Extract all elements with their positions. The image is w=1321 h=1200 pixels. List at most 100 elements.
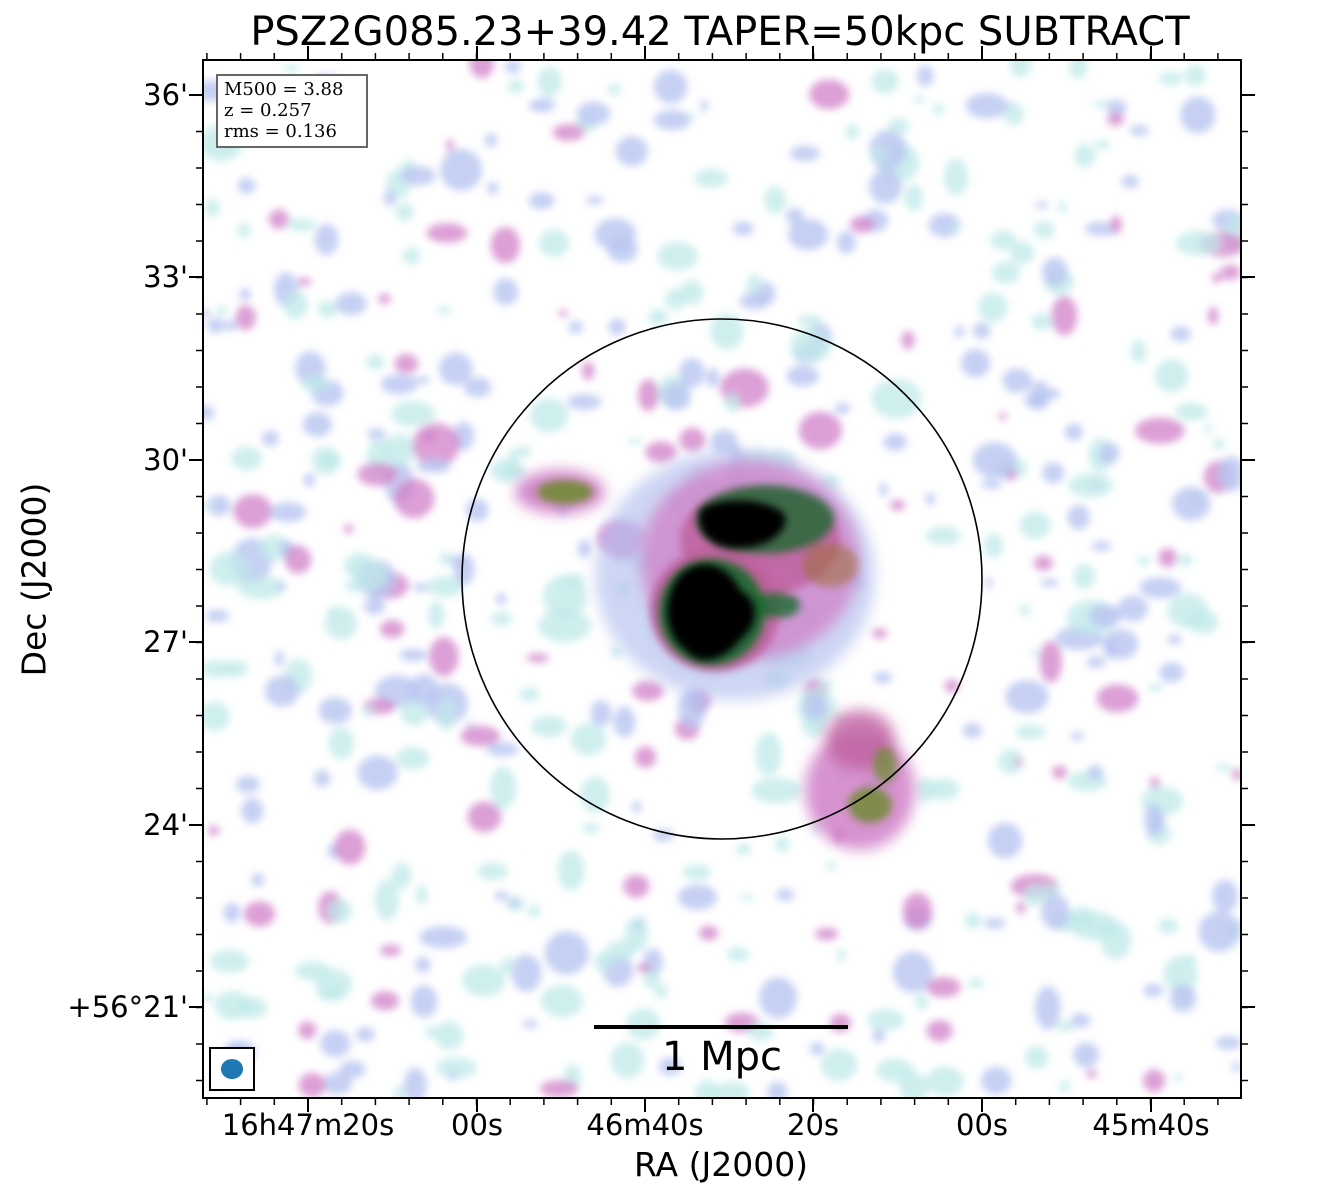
noise-blob — [540, 984, 584, 1018]
noise-blob — [786, 365, 819, 387]
noise-blob — [654, 69, 688, 104]
noise-blob — [1118, 595, 1148, 622]
noise-blob — [871, 378, 922, 419]
noise-blob — [871, 69, 899, 94]
noise-blob — [613, 706, 636, 738]
noise-blob — [539, 1080, 579, 1098]
noise-blob — [1086, 656, 1106, 668]
noise-blob — [1019, 511, 1051, 539]
noise-blob — [879, 482, 888, 497]
noise-blob — [984, 533, 1003, 559]
noise-blob — [379, 944, 402, 957]
noise-blob — [1073, 1042, 1100, 1068]
y-tick-label: 30' — [143, 443, 188, 477]
cluster-emission — [515, 450, 915, 850]
noise-blob — [493, 278, 519, 306]
noise-blob — [570, 723, 607, 756]
noise-blob — [902, 892, 933, 930]
noise-blob — [803, 695, 828, 720]
noise-blob — [751, 777, 802, 804]
axis-ticks — [189, 46, 1255, 1112]
noise-blob — [425, 1026, 439, 1038]
noise-blob — [1207, 306, 1219, 325]
noise-blob — [932, 104, 945, 115]
noise-blob — [1064, 423, 1083, 441]
noise-blob — [776, 888, 795, 901]
noise-blob — [231, 446, 263, 471]
noise-blob — [615, 136, 648, 167]
noise-blob — [428, 601, 445, 629]
noise-blob — [343, 524, 354, 534]
noise-blob — [206, 318, 226, 333]
noise-blob — [1005, 680, 1049, 714]
noise-blob — [284, 545, 312, 574]
noise-blob — [414, 376, 431, 384]
noise-blob — [542, 575, 588, 619]
noise-blob — [790, 328, 831, 363]
noise-blob — [1231, 768, 1241, 780]
noise-blob — [264, 675, 300, 707]
noise-blob — [1087, 764, 1103, 780]
noise-blob — [1159, 662, 1184, 683]
noise-blob — [1070, 911, 1118, 941]
noise-blob — [925, 492, 936, 506]
noise-blob — [528, 192, 555, 210]
noise-blob — [928, 778, 960, 801]
figure-title: PSZ2G085.23+39.42 TAPER=50kpc SUBTRACT — [250, 9, 1190, 55]
noise-blob — [654, 983, 668, 999]
noise-blob — [913, 95, 926, 104]
noise-blob — [607, 237, 638, 263]
noise-blob — [490, 458, 524, 483]
cluster-info-box: M500 = 3.88 z = 0.257 rms = 0.136 — [216, 74, 368, 148]
noise-blob — [953, 326, 965, 338]
noise-blob — [1016, 901, 1026, 914]
noise-blob — [872, 1028, 885, 1044]
noise-blob — [203, 502, 215, 510]
noise-blob — [378, 293, 391, 305]
noise-blob — [1106, 99, 1127, 116]
noise-blob — [837, 948, 846, 962]
noise-blob — [362, 705, 374, 717]
noise-blob — [522, 1019, 538, 1028]
noise-blob — [1173, 1073, 1183, 1082]
noise-blob — [814, 927, 839, 941]
noise-blob — [732, 221, 754, 236]
y-axis-label: Dec (J2000) — [14, 482, 54, 677]
noise-blob — [746, 273, 763, 297]
noise-blob — [1042, 462, 1065, 484]
noise-blob — [1184, 64, 1207, 86]
noise-blob — [544, 931, 589, 975]
noise-blob — [836, 231, 857, 254]
noise-blob — [486, 742, 519, 757]
noise-blob — [416, 458, 452, 474]
noise-blob — [324, 606, 358, 641]
noise-blob — [262, 430, 279, 447]
noise-blob — [209, 551, 250, 587]
noise-blob — [453, 554, 475, 585]
noise-blob — [1211, 273, 1223, 283]
noise-blob — [849, 216, 875, 234]
noise-blob — [638, 379, 659, 412]
noise-blob — [1178, 554, 1193, 567]
noise-blob — [410, 985, 438, 1018]
noise-blob — [809, 79, 850, 110]
noise-blob — [491, 612, 513, 626]
noise-blob — [829, 1013, 852, 1033]
noise-blob — [632, 800, 642, 813]
noise-blob — [1217, 456, 1241, 492]
noise-blob — [206, 495, 232, 516]
noise-blob — [1129, 125, 1150, 136]
y-tick-label: 33' — [143, 260, 188, 294]
noise-blob — [944, 679, 960, 693]
noise-blob — [304, 472, 315, 488]
noise-blob — [1056, 1020, 1075, 1032]
noise-blob — [653, 109, 691, 131]
x-tick-label: 45m40s — [1092, 1108, 1210, 1142]
noise-blob — [581, 823, 601, 834]
noise-blob — [825, 861, 838, 871]
noise-blob — [446, 139, 454, 152]
noise-blob — [403, 247, 421, 265]
noise-blob — [403, 1067, 427, 1098]
noise-blob — [755, 732, 782, 776]
noise-blob — [1070, 1013, 1091, 1028]
